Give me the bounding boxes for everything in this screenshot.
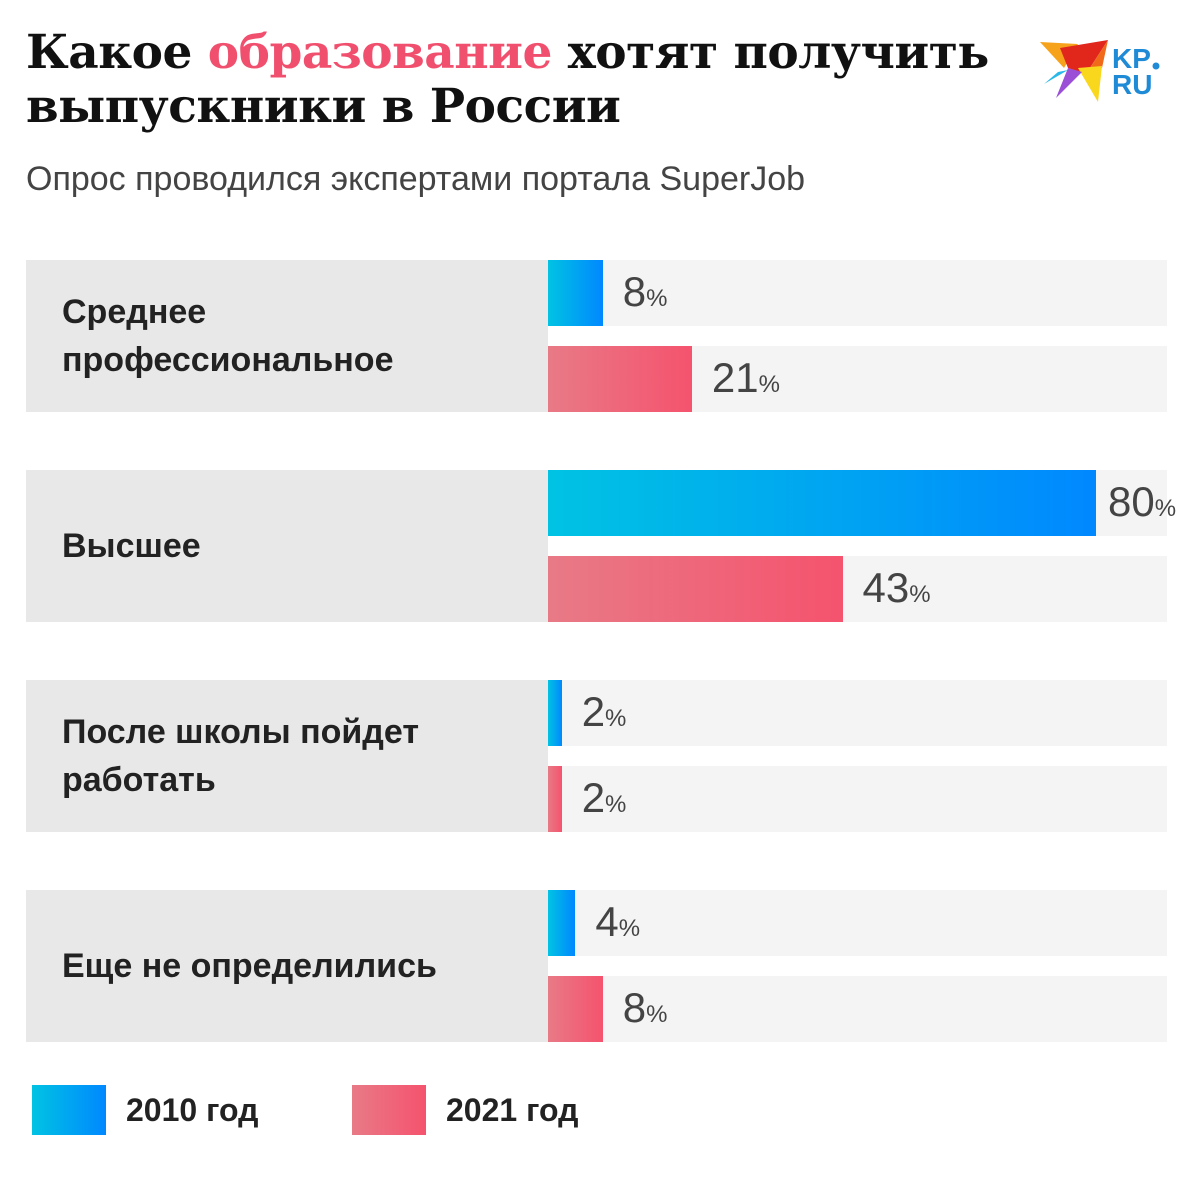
bar-track: 8%	[548, 260, 1167, 326]
data-label: 80%	[1108, 478, 1176, 526]
category-group: После школы пойдет работать 2% 2%	[26, 680, 1167, 832]
category-panel	[26, 890, 548, 1042]
title-part2: хотят получить	[551, 25, 989, 80]
data-label-unit: %	[909, 581, 931, 608]
data-label: 4%	[595, 898, 640, 946]
data-label-value: 2	[581, 774, 606, 821]
bar-2021	[548, 976, 603, 1042]
svg-text:RU: RU	[1112, 69, 1152, 100]
data-label-value: 4	[595, 898, 619, 945]
bar-2010	[548, 260, 603, 326]
legend-item-2021: 2021 год	[352, 1085, 578, 1135]
legend-label-2021: 2021 год	[446, 1091, 579, 1128]
subtitle: Опрос проводился экспертами портала Supe…	[26, 160, 806, 198]
bar-track: 2%	[548, 766, 1167, 832]
data-label: 43%	[863, 564, 931, 612]
bar-track: 2%	[548, 680, 1167, 746]
data-label: 2%	[582, 688, 627, 736]
category-group: Высшее 80% 43%	[26, 470, 1176, 622]
category-label: Высшее	[62, 470, 532, 622]
chart-title: Какое образование хотят получить выпускн…	[26, 26, 989, 134]
bar-2010	[548, 890, 576, 956]
category-label-text: После школы пойдет работать	[62, 713, 419, 799]
legend-item-2010: 2010 год	[32, 1085, 258, 1135]
bar-track: 80%	[548, 470, 1176, 536]
title-part1: Какое	[26, 25, 208, 80]
data-label-unit: %	[618, 915, 641, 942]
title-highlight: образование	[207, 25, 553, 80]
data-label-value: 80	[1108, 478, 1155, 525]
kp-logo: KP RU	[1040, 40, 1160, 102]
category-label: После школы пойдет работать	[62, 680, 532, 832]
data-label-value: 43	[862, 564, 910, 611]
bar-2021	[548, 766, 562, 832]
bar-track: 21%	[548, 346, 1167, 412]
bar-track: 8%	[548, 976, 1167, 1042]
data-label-unit: %	[646, 285, 668, 312]
category-panel	[26, 680, 548, 832]
data-label-unit: %	[605, 791, 627, 818]
legend-swatch-2021	[352, 1085, 426, 1135]
data-label-unit: %	[758, 371, 780, 398]
bar-track: 43%	[548, 556, 1167, 622]
legend-swatch-2010	[32, 1085, 106, 1135]
category-panel	[26, 260, 548, 412]
data-label-value: 8	[622, 984, 647, 1031]
svg-text:KP: KP	[1112, 43, 1151, 74]
data-label-value: 21	[711, 354, 759, 401]
bar-2010	[548, 470, 1096, 536]
data-label: 2%	[582, 774, 627, 822]
category-label: Еще не определились	[62, 890, 532, 1042]
data-label-unit: %	[605, 705, 627, 732]
data-label: 8%	[623, 984, 668, 1032]
category-label-text: Среднее профессиональное	[62, 293, 394, 379]
category-label-text: Еще не определились	[62, 947, 437, 985]
category-label: Среднее профессиональное	[62, 260, 532, 412]
category-group: Среднее профессиональное 8% 21%	[26, 260, 1167, 412]
data-label-unit: %	[1154, 495, 1177, 522]
category-group: Еще не определились 4% 8%	[26, 890, 1167, 1042]
data-label: 8%	[623, 268, 668, 316]
data-label-value: 2	[581, 688, 606, 735]
category-label-text: Высшее	[62, 527, 201, 565]
data-label: 21%	[712, 354, 780, 402]
bar-2021	[548, 346, 692, 412]
title-line2: выпускники в России	[26, 79, 621, 134]
bar-track: 4%	[548, 890, 1167, 956]
category-panel	[26, 470, 548, 622]
data-label-unit: %	[646, 1001, 668, 1028]
bar-2021	[548, 556, 843, 622]
bar-2010	[548, 680, 562, 746]
legend-label-2010: 2010 год	[126, 1091, 259, 1128]
data-label-value: 8	[622, 268, 647, 315]
